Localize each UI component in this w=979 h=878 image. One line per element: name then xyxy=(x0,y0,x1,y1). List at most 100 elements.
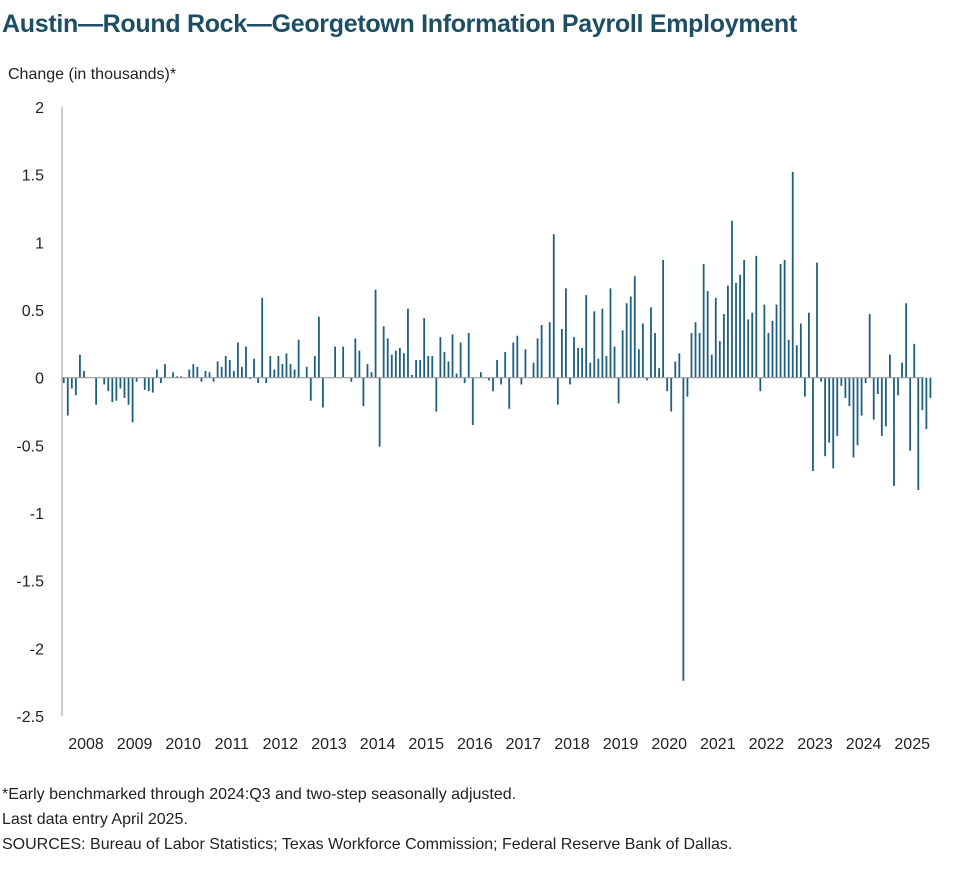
bar xyxy=(127,377,130,405)
bar xyxy=(876,377,879,394)
y-tick-label: -1 xyxy=(30,506,44,523)
y-tick-label: -2 xyxy=(30,641,44,658)
bar xyxy=(455,373,458,378)
bar xyxy=(378,377,381,447)
bar xyxy=(241,366,243,378)
bar xyxy=(601,308,604,378)
bar xyxy=(176,376,179,378)
bar xyxy=(654,333,656,378)
bar xyxy=(812,377,814,472)
bar xyxy=(188,369,191,378)
bar xyxy=(820,377,822,382)
bar xyxy=(666,377,669,392)
bar xyxy=(621,330,624,378)
y-tick-label: 0.5 xyxy=(22,303,44,320)
bar xyxy=(232,370,235,378)
bar xyxy=(439,337,442,378)
bar xyxy=(520,377,523,385)
bar xyxy=(147,377,150,392)
bar xyxy=(803,377,806,397)
bar xyxy=(552,234,555,378)
bar xyxy=(605,356,608,378)
y-tick-labels: 2 1.5 1 0.5 0 -0.5 -1 -1.5 -2 -2.5 xyxy=(16,100,44,726)
bar xyxy=(787,339,790,378)
bar xyxy=(180,376,183,378)
bar xyxy=(864,377,867,384)
bar xyxy=(467,333,470,378)
bar xyxy=(155,369,158,378)
bar xyxy=(192,364,195,378)
bar xyxy=(411,374,413,378)
bar xyxy=(795,345,798,378)
x-tick-label: 2012 xyxy=(263,736,299,753)
bar xyxy=(390,354,393,378)
bar xyxy=(856,377,859,446)
bar xyxy=(443,351,446,378)
bar xyxy=(909,377,912,451)
bar xyxy=(893,377,895,486)
bar xyxy=(556,377,559,405)
bar xyxy=(585,295,588,378)
bar xyxy=(698,333,701,378)
x-tick-label: 2025 xyxy=(894,736,930,753)
bar xyxy=(783,259,786,378)
bar xyxy=(706,291,709,378)
bar xyxy=(650,307,652,378)
bar xyxy=(236,342,239,378)
bar xyxy=(739,274,741,378)
x-tick-label: 2008 xyxy=(68,736,104,753)
bar xyxy=(447,361,450,378)
bar xyxy=(897,377,899,396)
bar xyxy=(917,377,920,490)
y-tick-label: -0.5 xyxy=(16,438,44,455)
bar xyxy=(479,372,482,378)
bar xyxy=(779,263,782,378)
bar xyxy=(532,362,535,378)
bar xyxy=(637,349,640,378)
bar xyxy=(852,377,855,458)
bar xyxy=(277,356,280,378)
bar xyxy=(172,372,174,378)
bar xyxy=(722,314,725,378)
bar xyxy=(204,370,207,378)
bar xyxy=(334,346,336,378)
bar xyxy=(423,318,426,378)
bar xyxy=(415,360,417,378)
x-tick-label: 2017 xyxy=(506,736,542,753)
x-tick-label: 2020 xyxy=(651,736,687,753)
footnote-sources: SOURCES: Bureau of Labor Statistics; Tex… xyxy=(2,836,733,853)
bar xyxy=(374,289,377,378)
bar xyxy=(164,364,166,378)
bar xyxy=(633,276,636,378)
bar xyxy=(929,377,932,398)
bar xyxy=(74,377,77,396)
bar xyxy=(718,341,721,378)
bar xyxy=(548,322,551,378)
bar xyxy=(83,370,85,378)
bar xyxy=(743,259,746,378)
bar xyxy=(143,377,146,390)
bar xyxy=(322,377,324,408)
x-tick-labels: 2008 2009 2010 2011 2012 2013 2014 2015 2016 2017… xyxy=(68,736,930,753)
bar xyxy=(135,377,138,382)
footnote-last-entry: Last data entry April 2025. xyxy=(2,811,188,828)
bar xyxy=(261,297,264,378)
x-tick-label: 2016 xyxy=(457,736,493,753)
bar xyxy=(690,333,693,378)
bar xyxy=(658,368,660,378)
bar xyxy=(496,360,498,378)
x-tick-label: 2011 xyxy=(215,736,250,753)
bar xyxy=(66,377,69,416)
bar xyxy=(370,372,373,378)
bar xyxy=(289,364,292,378)
bar xyxy=(394,350,397,378)
bar xyxy=(212,377,215,382)
bar xyxy=(516,335,519,378)
x-tick-label: 2022 xyxy=(749,736,785,753)
bar xyxy=(747,319,750,378)
bar xyxy=(208,372,211,378)
bar xyxy=(200,377,203,382)
x-tick-label: 2018 xyxy=(554,736,590,753)
bar xyxy=(265,377,268,384)
bar xyxy=(617,377,620,404)
